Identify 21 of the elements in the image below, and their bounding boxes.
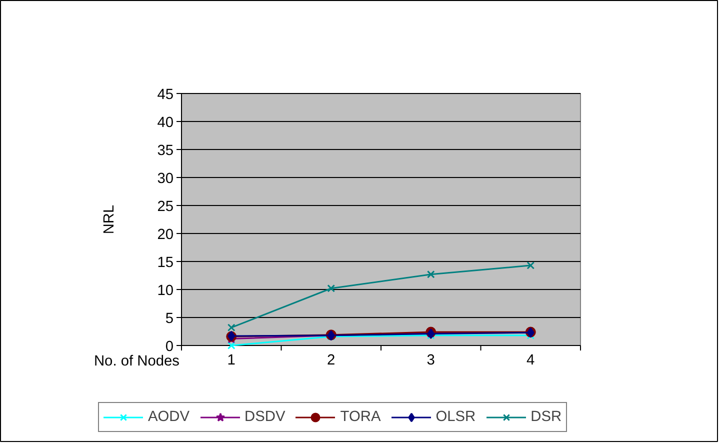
y-tick-label: 40 [157, 115, 174, 131]
legend-label: DSDV [244, 409, 286, 425]
y-tick-label: 0 [165, 339, 174, 355]
y-tick-label: 30 [157, 171, 174, 187]
y-tick-label: 35 [157, 143, 174, 159]
legend-label: DSR [530, 409, 562, 425]
y-tick-label: 20 [157, 227, 174, 243]
y-axis-title: NRL [102, 204, 118, 234]
y-tick-label: 25 [157, 199, 174, 215]
legend-label: TORA [340, 409, 381, 425]
legend-label: OLSR [436, 409, 476, 425]
x-tick-label: 3 [426, 352, 435, 368]
y-tick-label: 10 [157, 283, 174, 299]
x-tick-label: 2 [327, 352, 336, 368]
x-tick-label: 1 [227, 352, 236, 368]
x-tick-label: 4 [526, 352, 535, 368]
legend-label: AODV [148, 409, 190, 425]
y-tick-label: 15 [157, 255, 174, 271]
x-axis-title: No. of Nodes [94, 354, 180, 370]
y-tick-label: 45 [157, 87, 174, 103]
y-tick-label: 5 [165, 311, 174, 327]
